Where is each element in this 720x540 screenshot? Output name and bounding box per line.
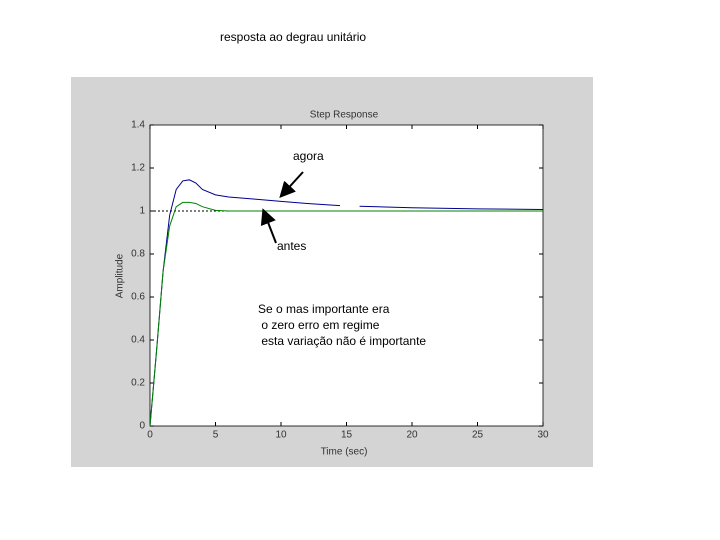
y-tick-label: 0.2 <box>131 378 145 389</box>
chart-title: Step Response <box>310 110 379 121</box>
y-tick-label: 0.8 <box>131 249 145 260</box>
annotation: Se o mas importante era <box>258 302 390 316</box>
series-line <box>149 179 544 427</box>
x-tick-label: 0 <box>147 430 153 441</box>
annotation: antes <box>277 239 306 253</box>
plot-area <box>149 124 544 427</box>
annotation: o zero erro em regime <box>258 318 380 332</box>
slide-title: resposta ao degrau unitário <box>220 30 366 44</box>
annotation: agora <box>293 149 324 163</box>
arrow <box>260 208 277 244</box>
x-tick-label: 25 <box>472 430 484 441</box>
x-tick-label: 10 <box>275 430 287 441</box>
x-tick-label: 30 <box>537 430 549 441</box>
y-tick-label: 1.4 <box>131 120 145 131</box>
x-tick-label: 5 <box>213 430 219 441</box>
x-tick-label: 20 <box>406 430 418 441</box>
y-tick-label: 1.2 <box>131 163 145 174</box>
x-tick-label: 15 <box>341 430 353 441</box>
annotation: esta variação não é importante <box>258 334 426 348</box>
x-axis-label: Time (sec) <box>321 447 368 458</box>
series-line <box>149 201 543 427</box>
y-tick-label: 0.6 <box>131 292 145 303</box>
y-tick-label: 0 <box>139 421 145 432</box>
arrow <box>279 171 304 198</box>
y-tick-label: 0.4 <box>131 335 145 346</box>
y-tick-label: 1 <box>139 206 145 217</box>
y-axis-label: Amplitude <box>115 253 126 298</box>
